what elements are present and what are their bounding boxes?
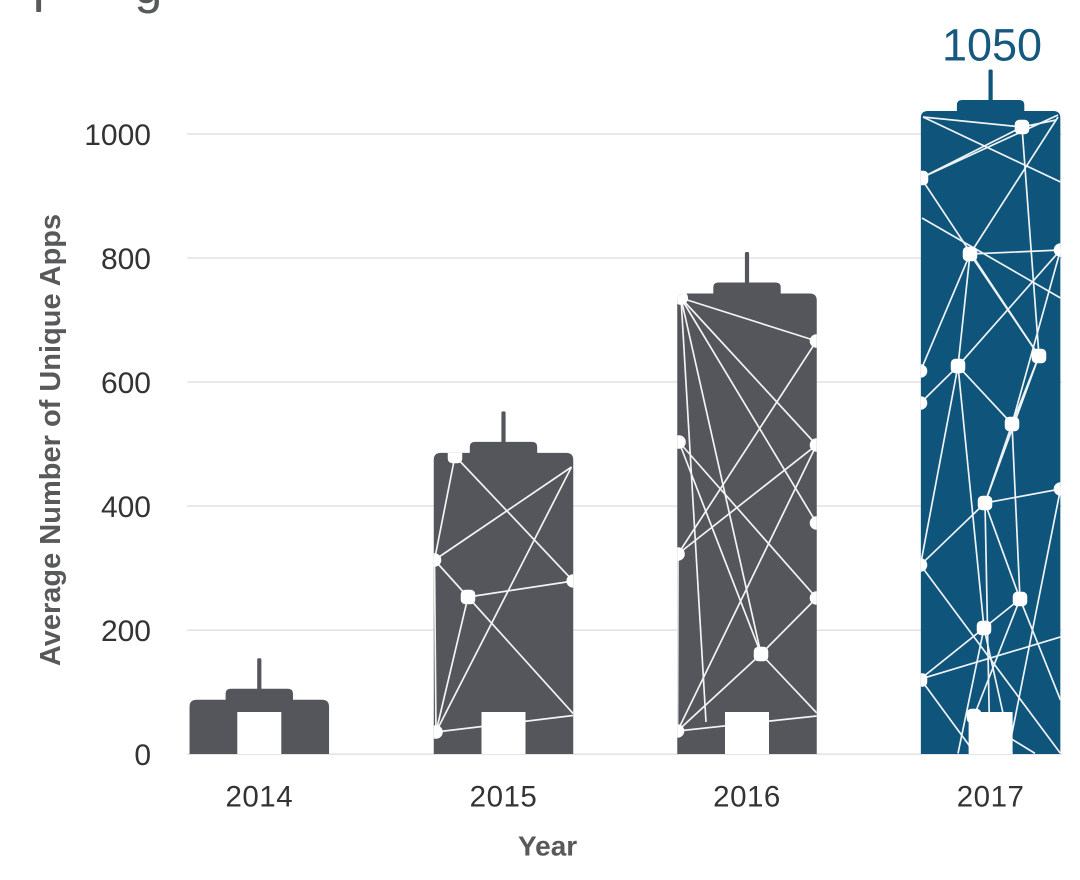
svg-text:600: 600 (101, 367, 151, 400)
svg-text:Year: Year (518, 831, 577, 862)
svg-text:2015: 2015 (470, 781, 538, 814)
svg-text:g: g (135, 0, 163, 14)
svg-text:2017: 2017 (957, 781, 1025, 814)
svg-text:1000: 1000 (84, 119, 151, 152)
svg-text:2014: 2014 (225, 781, 293, 814)
svg-text:800: 800 (101, 243, 151, 276)
svg-text:200: 200 (101, 615, 151, 648)
svg-text:400: 400 (101, 491, 151, 524)
svg-text:Average Number of Unique Apps: Average Number of Unique Apps (35, 214, 67, 666)
svg-text:0: 0 (134, 739, 151, 772)
svg-text:1050: 1050 (942, 20, 1042, 71)
svg-text:2016: 2016 (713, 781, 781, 814)
